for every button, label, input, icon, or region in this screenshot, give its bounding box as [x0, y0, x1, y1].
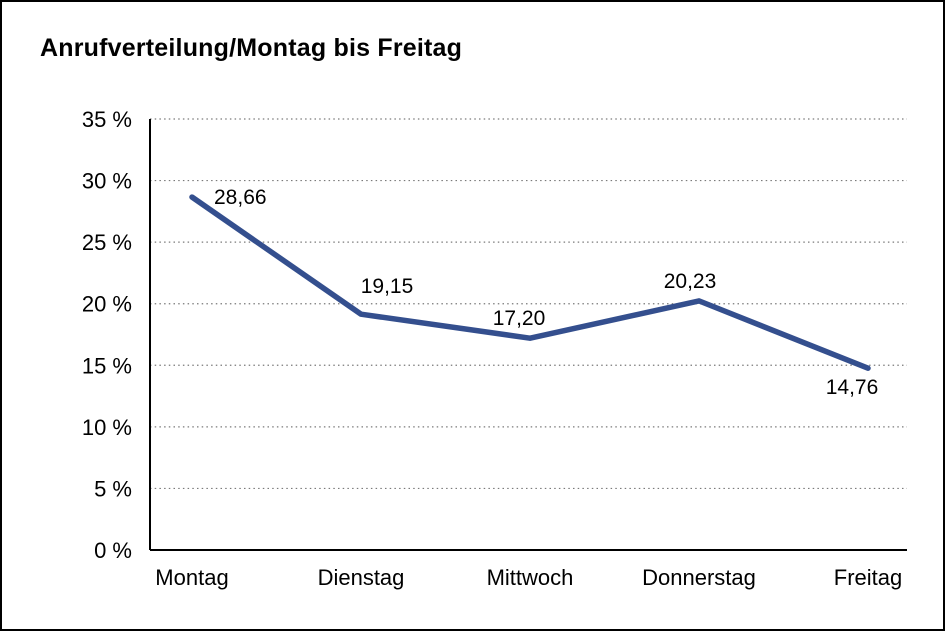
x-category-label: Dienstag: [318, 565, 405, 590]
y-tick-label: 15 %: [82, 353, 132, 378]
y-tick-label: 25 %: [82, 230, 132, 255]
data-label: 19,15: [361, 275, 414, 298]
y-tick-label: 20 %: [82, 292, 132, 317]
y-tick-label: 0 %: [94, 538, 132, 563]
x-category-label: Donnerstag: [642, 565, 756, 590]
y-tick-label: 5 %: [94, 476, 132, 501]
data-line: [189, 194, 871, 371]
data-label: 14,76: [826, 376, 879, 399]
x-category-label: Montag: [155, 565, 228, 590]
data-label: 20,23: [664, 270, 717, 293]
y-tick-label: 10 %: [82, 415, 132, 440]
y-tick-label: 30 %: [82, 169, 132, 194]
x-category-label: Freitag: [834, 565, 902, 590]
data-label: 17,20: [493, 307, 546, 330]
data-label: 28,66: [214, 186, 267, 209]
y-tick-label: 35 %: [82, 107, 132, 132]
chart-title: Anrufverteilung/Montag bis Freitag: [40, 34, 463, 62]
x-category-label: Mittwoch: [487, 565, 574, 590]
